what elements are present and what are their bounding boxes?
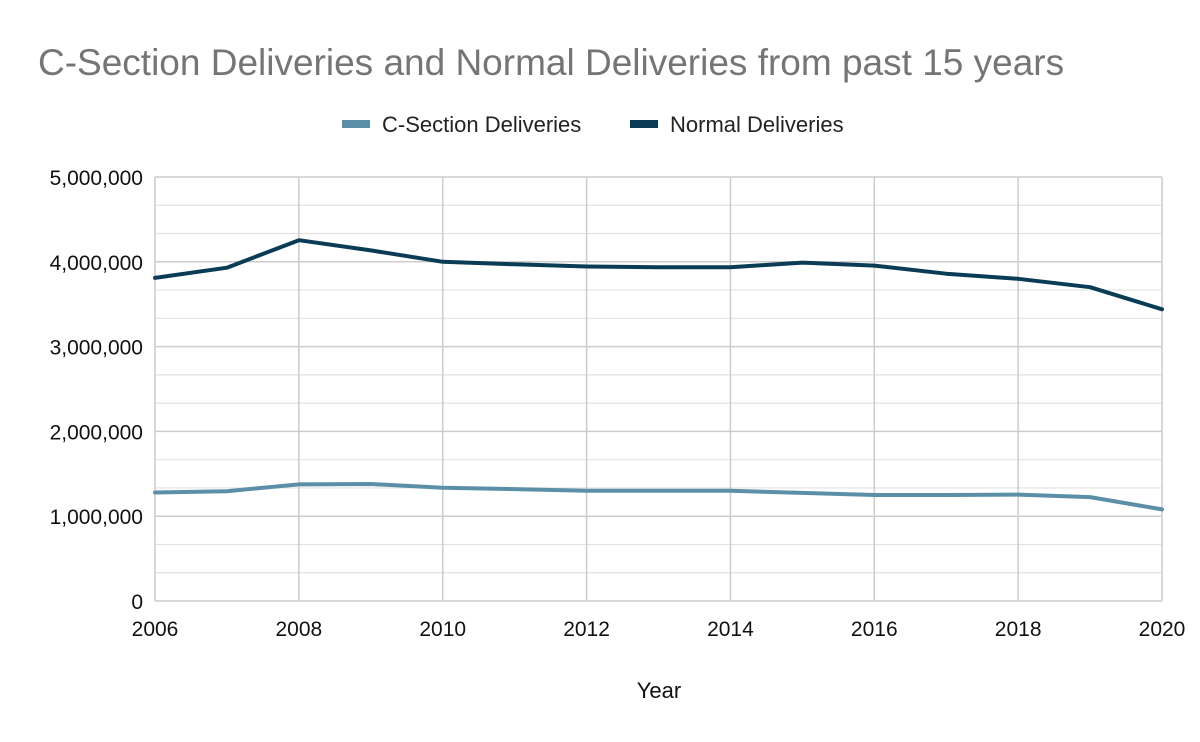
x-tick-label: 2014 (707, 618, 754, 641)
x-tick-label: 2018 (995, 618, 1042, 641)
y-tick-label: 0 (131, 591, 143, 614)
y-tick-label: 1,000,000 (50, 506, 143, 529)
c-section-series-line (153, 482, 1164, 512)
y-tick-label: 5,000,000 (50, 167, 143, 190)
normal-series-line (153, 238, 1164, 312)
y-tick-label: 3,000,000 (50, 337, 143, 360)
x-tick-label: 2020 (1139, 618, 1186, 641)
x-tick-label: 2012 (563, 618, 610, 641)
series-lines (153, 238, 1164, 512)
legend: C-Section Deliveries Normal Deliveries (342, 112, 844, 137)
legend-swatch-normal (630, 120, 658, 128)
x-tick-label: 2010 (419, 618, 466, 641)
chart-title: C-Section Deliveries and Normal Deliveri… (38, 42, 1064, 83)
x-tick-label: 2008 (275, 618, 322, 641)
x-tick-label: 2016 (851, 618, 898, 641)
y-axis-ticks: 0 1,000,000 2,000,000 3,000,000 4,000,000 5,0… (50, 167, 143, 614)
x-axis-title: Year (637, 678, 681, 703)
x-tick-label: 2006 (132, 618, 179, 641)
gridlines (154, 176, 1163, 602)
legend-label-normal: Normal Deliveries (670, 112, 844, 137)
legend-label-c-section: C-Section Deliveries (382, 112, 581, 137)
y-tick-label: 2,000,000 (50, 421, 143, 444)
y-tick-label: 4,000,000 (50, 252, 143, 275)
legend-swatch-c-section (342, 120, 370, 128)
x-axis-ticks: 2006 2008 2010 2012 2014 2016 2018 2020 (132, 618, 1186, 641)
